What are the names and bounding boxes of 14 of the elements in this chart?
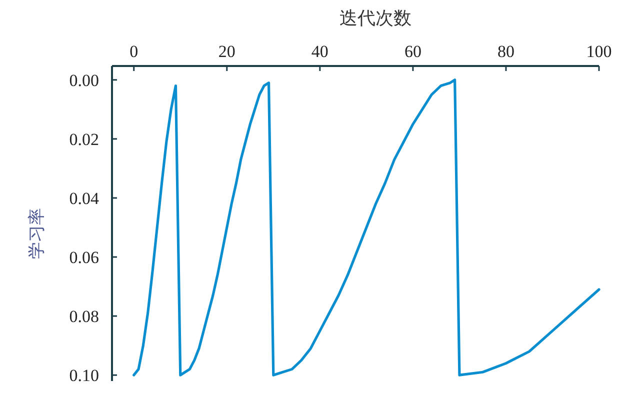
x-axis-title: 迭代次数 [340,8,412,28]
y-tick-label: 0.04 [69,188,100,208]
y-tick-label: 0.08 [69,307,99,326]
x-tick-label: 0 [130,42,138,61]
y-axis-title: 学习率 [27,208,46,259]
x-tick-label: 60 [404,42,422,61]
x-tick-label: 40 [311,42,328,61]
y-tick-label: 0.06 [69,248,99,268]
x-tick-label: 100 [586,42,612,61]
x-tick-label: 20 [218,42,236,61]
y-tick-label: 0.00 [69,70,99,90]
y-tick-label: 0.02 [69,130,99,149]
x-tick-label: 80 [497,42,514,61]
y-tick-label: 0.10 [69,366,99,386]
